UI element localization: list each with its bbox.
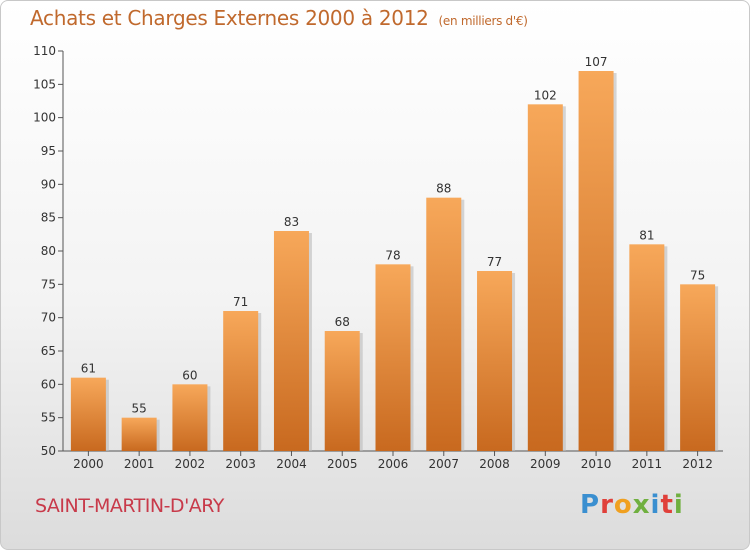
- bar-value-label: 60: [182, 368, 197, 382]
- bar: [172, 384, 208, 451]
- chart-title-text: Achats et Charges Externes 2000 à 2012: [30, 6, 429, 30]
- bar: [477, 271, 513, 451]
- y-tick-label: 95: [41, 144, 56, 158]
- bar-value-label: 55: [132, 402, 147, 416]
- bar: [223, 311, 259, 451]
- x-tick-label: 2007: [428, 457, 459, 471]
- bar-value-label: 61: [81, 362, 96, 376]
- bar-value-label: 83: [284, 215, 299, 229]
- bar-value-label: 71: [233, 295, 248, 309]
- bar: [680, 284, 716, 451]
- y-tick-label: 60: [41, 377, 56, 391]
- y-tick-label: 105: [33, 77, 56, 91]
- y-tick-label: 85: [41, 211, 56, 225]
- bar: [375, 264, 411, 451]
- y-tick-label: 90: [41, 177, 56, 191]
- x-tick-label: 2008: [479, 457, 510, 471]
- bar: [324, 331, 360, 451]
- bar-value-label: 68: [335, 315, 350, 329]
- x-tick-label: 2011: [632, 457, 663, 471]
- commune-name: SAINT-MARTIN-D'ARY: [35, 495, 224, 517]
- x-tick-label: 2002: [175, 457, 206, 471]
- bar-value-label: 81: [639, 228, 654, 242]
- x-tick-label: 2009: [530, 457, 561, 471]
- proxiti-logo: Proxiti: [580, 490, 684, 520]
- bar-value-label: 107: [585, 55, 608, 69]
- bar: [121, 417, 157, 451]
- y-tick-label: 80: [41, 244, 56, 258]
- x-tick-label: 2005: [327, 457, 358, 471]
- bar: [70, 377, 106, 451]
- x-tick-label: 2006: [378, 457, 409, 471]
- bar-value-label: 88: [436, 182, 451, 196]
- bar-value-label: 75: [690, 268, 705, 282]
- y-tick-label: 55: [41, 411, 56, 425]
- x-tick-label: 2004: [276, 457, 307, 471]
- y-tick-label: 110: [33, 44, 56, 58]
- y-tick-label: 70: [41, 311, 56, 325]
- bar: [629, 244, 665, 451]
- x-tick-label: 2001: [124, 457, 155, 471]
- bar: [273, 231, 309, 451]
- bar: [527, 104, 563, 451]
- bar-value-label: 102: [534, 88, 557, 102]
- chart-title: Achats et Charges Externes 2000 à 2012 (e…: [30, 6, 528, 30]
- y-tick-label: 75: [41, 277, 56, 291]
- x-tick-label: 2012: [682, 457, 713, 471]
- y-tick-label: 50: [41, 444, 56, 458]
- bar-value-label: 77: [487, 255, 502, 269]
- x-tick-label: 2010: [581, 457, 612, 471]
- y-tick-label: 100: [33, 111, 56, 125]
- bar-value-label: 78: [385, 248, 400, 262]
- bar: [426, 197, 462, 451]
- x-tick-label: 2000: [73, 457, 104, 471]
- y-tick-label: 65: [41, 344, 56, 358]
- bar: [578, 71, 614, 451]
- x-tick-label: 2003: [225, 457, 256, 471]
- chart-unit: (en milliers d'€): [438, 14, 528, 28]
